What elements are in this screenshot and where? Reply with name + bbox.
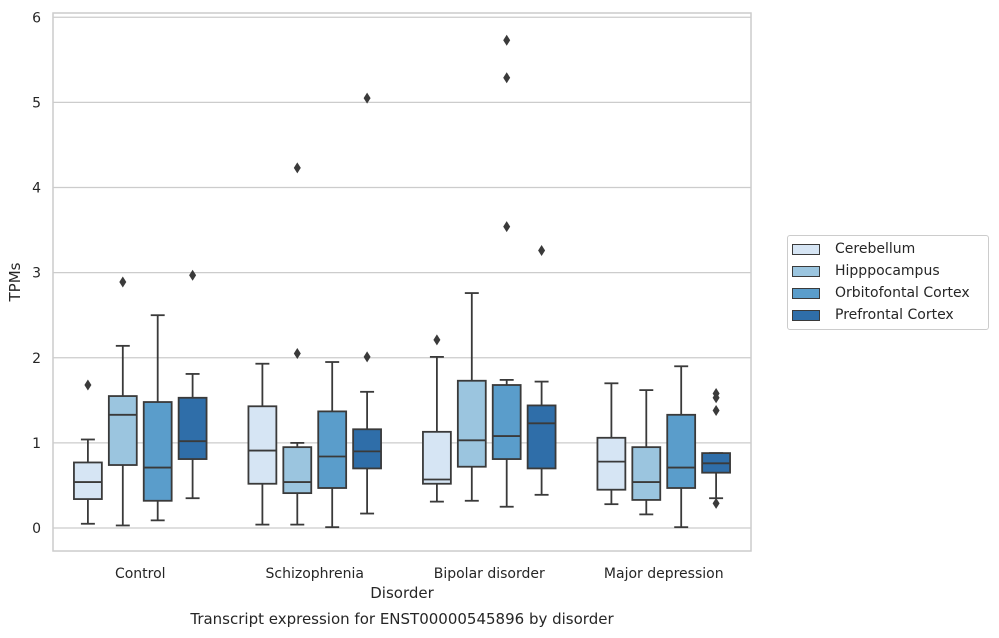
box-prefrontal-cortex-control — [177, 269, 208, 500]
outlier-point — [538, 245, 546, 257]
box-iqr — [317, 410, 348, 489]
box-hipppocampus-control — [107, 276, 138, 527]
box-iqr — [247, 405, 278, 485]
box-prefrontal-cortex-bipolar-disorder — [526, 245, 557, 496]
box-iqr — [526, 404, 557, 470]
legend-label-orbitofrontal: Orbitofontal Cortex — [835, 285, 970, 301]
box-cerebellum-control — [73, 379, 103, 525]
plot-frame — [52, 12, 752, 552]
box-hipppocampus-schizophrenia — [282, 162, 313, 526]
box-orbitofontal-cortex-major-depression — [666, 365, 697, 529]
outlier-point — [433, 334, 441, 346]
y-tick-label-2: 2 — [32, 351, 41, 367]
outlier-point — [363, 351, 371, 363]
axes: 0 1 2 3 4 5 6 Control Schizophrenia Bipolar disor… — [6, 10, 752, 602]
outlier-point — [712, 388, 720, 400]
box-prefrontal-cortex-schizophrenia — [352, 92, 382, 515]
y-tick-label-1: 1 — [32, 436, 41, 452]
box-iqr — [631, 446, 662, 501]
x-tick-label-control: Control — [115, 566, 166, 582]
box-iqr — [282, 446, 313, 495]
box-iqr — [666, 413, 697, 489]
legend-label-hippocampus: Hipppocampus — [835, 263, 940, 279]
box-orbitofontal-cortex-bipolar-disorder — [491, 34, 522, 508]
x-tick-label-schizophrenia: Schizophrenia — [266, 566, 364, 582]
outlier-point — [503, 221, 511, 233]
outlier-point — [363, 92, 371, 104]
box-cerebellum-major-depression — [596, 382, 627, 506]
legend-swatch-hippocampus — [792, 265, 820, 277]
outlier-point — [189, 269, 197, 281]
box-series — [73, 34, 731, 529]
box-iqr — [352, 428, 382, 470]
legend-item-orbitofrontal: Orbitofontal Cortex — [792, 283, 970, 303]
y-tick-label-4: 4 — [32, 181, 41, 197]
box-hipppocampus-major-depression — [631, 389, 662, 516]
legend-item-hippocampus: Hipppocampus — [792, 261, 940, 281]
box-iqr — [456, 379, 487, 468]
legend-swatch-prefrontal — [792, 309, 820, 321]
box-hipppocampus-bipolar-disorder — [456, 292, 487, 502]
legend-swatch-cerebellum — [792, 243, 820, 255]
outlier-point — [503, 72, 511, 84]
outlier-point — [503, 34, 511, 46]
box-iqr — [491, 384, 522, 460]
box-iqr — [177, 396, 208, 460]
box-cerebellum-bipolar-disorder — [422, 334, 452, 503]
x-tick-label-major-depression: Major depression — [604, 566, 724, 582]
legend-swatch-orbitofrontal — [792, 287, 820, 299]
legend: Cerebellum Hipppocampus Orbitofontal Cor… — [787, 235, 989, 330]
outlier-point — [119, 276, 127, 288]
box-iqr — [73, 461, 103, 500]
x-axis-label: Disorder — [370, 584, 434, 602]
legend-label-cerebellum: Cerebellum — [835, 241, 916, 257]
box-iqr — [422, 430, 452, 485]
y-tick-label-5: 5 — [32, 95, 41, 111]
box-prefrontal-cortex-major-depression — [701, 388, 731, 509]
y-axis-label: TPMs — [6, 262, 24, 302]
outlier-point — [293, 348, 301, 360]
legend-item-prefrontal: Prefrontal Cortex — [792, 305, 954, 325]
legend-item-cerebellum: Cerebellum — [792, 239, 915, 259]
y-tick-label-0: 0 — [32, 521, 41, 537]
box-iqr — [596, 436, 627, 491]
outlier-point — [712, 497, 720, 509]
y-tick-label-3: 3 — [32, 266, 41, 282]
legend-label-prefrontal: Prefrontal Cortex — [835, 307, 954, 323]
y-tick-label-6: 6 — [32, 10, 41, 26]
box-iqr — [107, 395, 138, 466]
box-orbitofontal-cortex-control — [142, 314, 173, 522]
figure-caption: Transcript expression for ENST0000054589… — [190, 610, 614, 628]
box-iqr — [142, 401, 173, 502]
box-orbitofontal-cortex-schizophrenia — [317, 361, 348, 529]
outlier-point — [293, 162, 301, 174]
outlier-point — [84, 379, 92, 391]
box-cerebellum-schizophrenia — [247, 362, 278, 526]
outlier-point — [712, 405, 720, 417]
x-tick-label-bipolar-disorder: Bipolar disorder — [434, 566, 545, 582]
